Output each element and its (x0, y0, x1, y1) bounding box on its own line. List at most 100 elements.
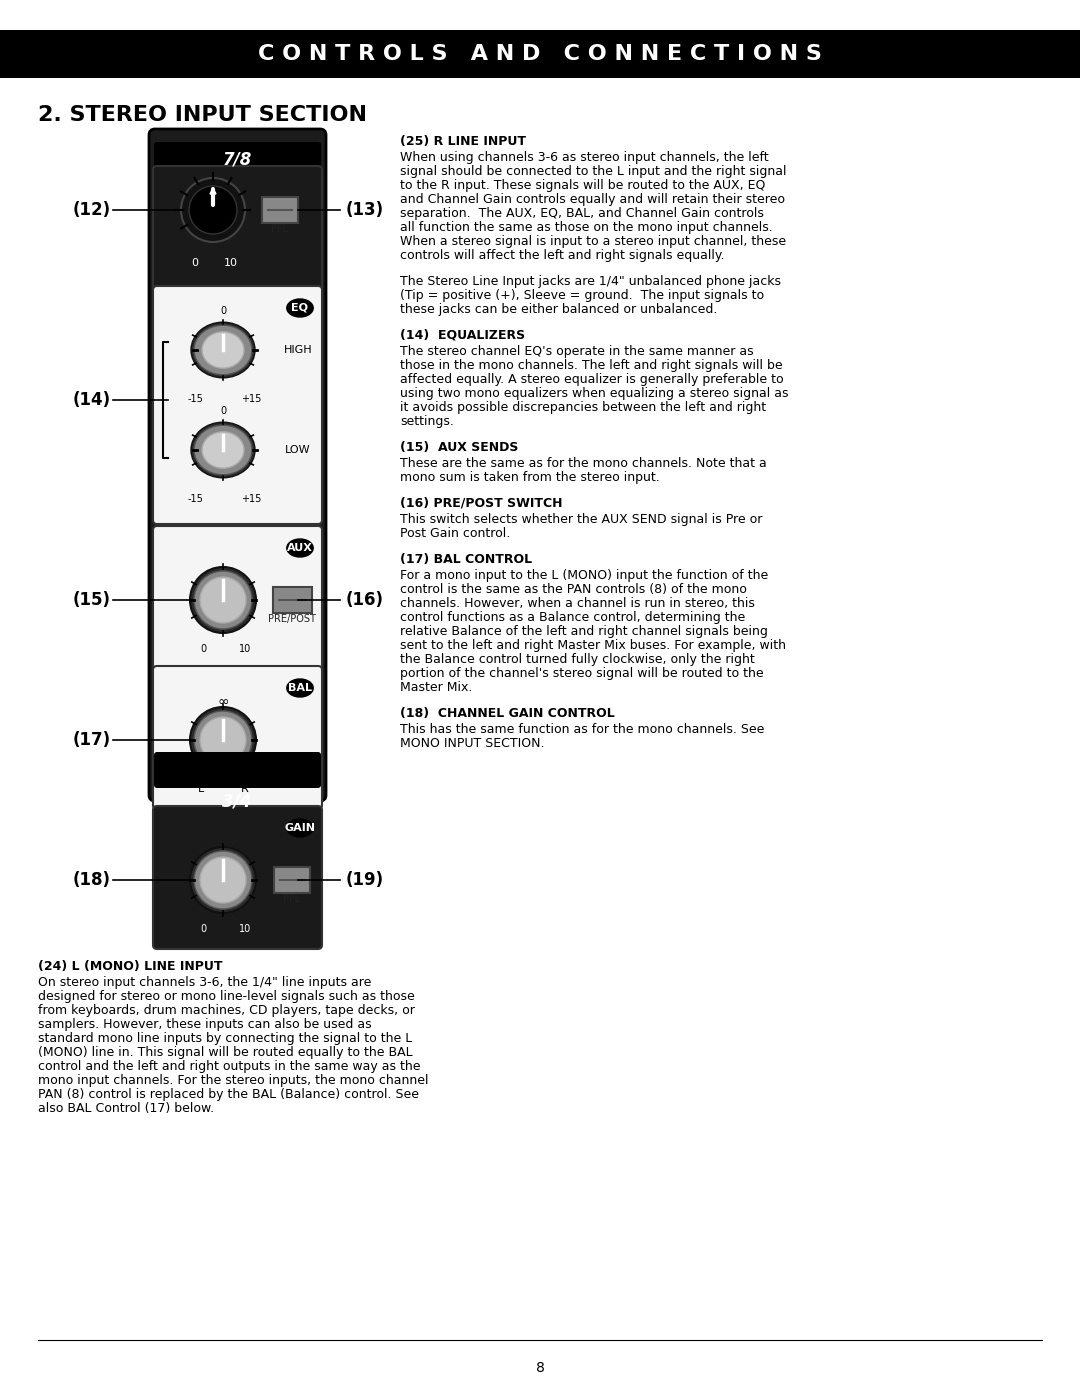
Text: (12): (12) (73, 201, 111, 219)
Text: PRE/POST: PRE/POST (268, 615, 316, 624)
Text: HIGH: HIGH (284, 345, 312, 355)
Circle shape (181, 177, 245, 242)
Circle shape (194, 711, 252, 768)
Text: also BAL Control (17) below.: also BAL Control (17) below. (38, 1102, 214, 1115)
Text: This switch selects whether the AUX SEND signal is Pre or: This switch selects whether the AUX SEND… (400, 513, 762, 527)
Text: 10: 10 (239, 644, 252, 654)
Text: samplers. However, these inputs can also be used as: samplers. However, these inputs can also… (38, 1018, 372, 1031)
Text: controls will affect the left and right signals equally.: controls will affect the left and right … (400, 249, 725, 263)
Text: 10: 10 (224, 258, 238, 268)
FancyBboxPatch shape (153, 286, 322, 524)
FancyBboxPatch shape (153, 666, 322, 809)
Text: signal should be connected to the L input and the right signal: signal should be connected to the L inpu… (400, 165, 786, 177)
Ellipse shape (287, 819, 313, 837)
Text: control functions as a Balance control, determining the: control functions as a Balance control, … (400, 610, 745, 624)
Text: all function the same as those on the mono input channels.: all function the same as those on the mo… (400, 221, 773, 235)
Ellipse shape (202, 432, 244, 468)
Text: separation.  The AUX, EQ, BAL, and Channel Gain controls: separation. The AUX, EQ, BAL, and Channe… (400, 207, 764, 219)
Text: these jacks can be either balanced or unbalanced.: these jacks can be either balanced or un… (400, 303, 717, 316)
Text: PFL: PFL (283, 894, 300, 904)
Polygon shape (210, 189, 216, 194)
Ellipse shape (287, 299, 313, 317)
Text: MONO INPUT SECTION.: MONO INPUT SECTION. (400, 738, 544, 750)
Circle shape (190, 567, 256, 633)
Text: C O N T R O L S   A N D   C O N N E C T I O N S: C O N T R O L S A N D C O N N E C T I O … (258, 43, 822, 64)
Text: GAIN: GAIN (284, 823, 315, 833)
Text: 0: 0 (220, 306, 226, 316)
Text: (17): (17) (73, 731, 111, 749)
Text: (16): (16) (346, 591, 384, 609)
Text: portion of the channel's stereo signal will be routed to the: portion of the channel's stereo signal w… (400, 666, 764, 680)
Text: L: L (198, 784, 204, 793)
Circle shape (189, 186, 237, 235)
Text: +15: +15 (241, 394, 261, 404)
Text: sent to the left and right Master Mix buses. For example, with: sent to the left and right Master Mix bu… (400, 638, 786, 652)
Text: (14): (14) (73, 391, 111, 409)
Text: channels. However, when a channel is run in stereo, this: channels. However, when a channel is run… (400, 597, 755, 610)
Text: EQ: EQ (292, 303, 309, 313)
Circle shape (200, 577, 246, 623)
FancyBboxPatch shape (272, 587, 311, 613)
FancyBboxPatch shape (153, 166, 322, 293)
Text: (15)  AUX SENDS: (15) AUX SENDS (400, 441, 518, 454)
Circle shape (190, 707, 256, 773)
Text: it avoids possible discrepancies between the left and right: it avoids possible discrepancies between… (400, 401, 766, 414)
Ellipse shape (287, 679, 313, 697)
FancyBboxPatch shape (153, 527, 322, 669)
Text: (Tip = positive (+), Sleeve = ground.  The input signals to: (Tip = positive (+), Sleeve = ground. Th… (400, 289, 765, 302)
Text: standard mono line inputs by connecting the signal to the L: standard mono line inputs by connecting … (38, 1032, 413, 1045)
Text: those in the mono channels. The left and right signals will be: those in the mono channels. The left and… (400, 359, 783, 372)
Text: 0: 0 (200, 923, 206, 935)
Text: ∞: ∞ (217, 694, 229, 710)
Text: 0: 0 (191, 258, 199, 268)
Text: (17) BAL CONTROL: (17) BAL CONTROL (400, 553, 532, 566)
FancyBboxPatch shape (154, 752, 321, 788)
FancyBboxPatch shape (262, 197, 298, 224)
Text: R: R (241, 784, 248, 793)
Text: control is the same as the PAN controls (8) of the mono: control is the same as the PAN controls … (400, 583, 747, 597)
Text: 8: 8 (536, 1361, 544, 1375)
Text: +15: +15 (241, 495, 261, 504)
Text: mono input channels. For the stereo inputs, the mono channel: mono input channels. For the stereo inpu… (38, 1074, 429, 1087)
Text: This has the same function as for the mono channels. See: This has the same function as for the mo… (400, 724, 765, 736)
Text: 10: 10 (239, 923, 252, 935)
FancyBboxPatch shape (154, 142, 321, 176)
FancyBboxPatch shape (274, 868, 310, 893)
Text: affected equally. A stereo equalizer is generally preferable to: affected equally. A stereo equalizer is … (400, 373, 784, 386)
Text: (19): (19) (346, 870, 384, 888)
Text: using two mono equalizers when equalizing a stereo signal as: using two mono equalizers when equalizin… (400, 387, 788, 400)
Text: The Stereo Line Input jacks are 1/4" unbalanced phone jacks: The Stereo Line Input jacks are 1/4" unb… (400, 275, 781, 288)
Text: (MONO) line in. This signal will be routed equally to the BAL: (MONO) line in. This signal will be rout… (38, 1046, 413, 1059)
Text: 0: 0 (220, 407, 226, 416)
Text: relative Balance of the left and right channel signals being: relative Balance of the left and right c… (400, 624, 768, 638)
Text: When a stereo signal is input to a stereo input channel, these: When a stereo signal is input to a stere… (400, 235, 786, 249)
Text: the Balance control turned fully clockwise, only the right: the Balance control turned fully clockwi… (400, 652, 755, 666)
Text: designed for stereo or mono line-level signals such as those: designed for stereo or mono line-level s… (38, 990, 415, 1003)
Circle shape (194, 571, 252, 629)
Text: (16) PRE/POST SWITCH: (16) PRE/POST SWITCH (400, 497, 563, 510)
Text: and Channel Gain controls equally and will retain their stereo: and Channel Gain controls equally and wi… (400, 193, 785, 205)
Text: settings.: settings. (400, 415, 454, 427)
Text: PAN (8) control is replaced by the BAL (Balance) control. See: PAN (8) control is replaced by the BAL (… (38, 1088, 419, 1101)
Text: (13): (13) (346, 201, 384, 219)
Text: control and the left and right outputs in the same way as the: control and the left and right outputs i… (38, 1060, 420, 1073)
Text: 2. STEREO INPUT SECTION: 2. STEREO INPUT SECTION (38, 105, 367, 124)
Ellipse shape (194, 425, 252, 475)
Text: (24) L (MONO) LINE INPUT: (24) L (MONO) LINE INPUT (38, 960, 222, 972)
Circle shape (194, 851, 252, 909)
Text: (18)  CHANNEL GAIN CONTROL: (18) CHANNEL GAIN CONTROL (400, 707, 615, 719)
Text: 0: 0 (200, 644, 206, 654)
Ellipse shape (287, 539, 313, 557)
Text: Master Mix.: Master Mix. (400, 680, 472, 694)
FancyBboxPatch shape (153, 806, 322, 949)
Text: (25) R LINE INPUT: (25) R LINE INPUT (400, 136, 526, 148)
Text: 3/4: 3/4 (222, 792, 252, 810)
Text: These are the same as for the mono channels. Note that a: These are the same as for the mono chann… (400, 457, 767, 469)
Text: (15): (15) (73, 591, 111, 609)
Text: -15: -15 (187, 394, 203, 404)
FancyBboxPatch shape (149, 129, 326, 800)
Circle shape (200, 856, 246, 902)
Ellipse shape (191, 323, 255, 377)
Text: PFL: PFL (271, 224, 288, 235)
Text: from keyboards, drum machines, CD players, tape decks, or: from keyboards, drum machines, CD player… (38, 1004, 415, 1017)
